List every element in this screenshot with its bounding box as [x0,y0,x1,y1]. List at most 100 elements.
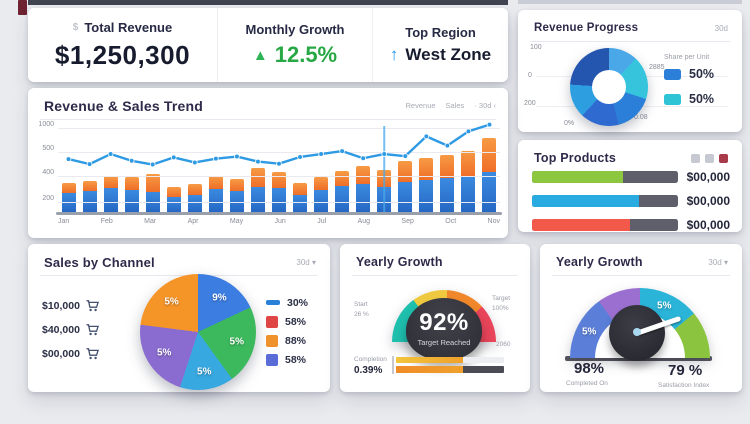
sales-segment [461,150,475,176]
channel-amount: $00,000 [42,342,99,366]
channel-amount: $40,000 [42,318,99,342]
stacked-bar [104,175,118,212]
kpi-value-row: ▲ 12.5% [253,42,337,68]
product-bar-fill [532,195,639,207]
completion-bar [396,357,504,363]
sales-segment [188,184,202,196]
range-selector[interactable]: · 30d ‹ [474,101,496,110]
revenue-segment [125,190,139,212]
legend-title: Share per Unit [664,54,710,61]
divider [530,41,730,42]
range-selector[interactable]: 30d [714,23,728,33]
series-legend-item: Sales [445,101,465,110]
completion-label: Completion [354,356,387,363]
product-row: $00,000 [532,194,730,208]
sales-segment [230,179,244,191]
kpi-value: 12.5% [274,42,338,67]
gauge-max-label: Target 100% [492,295,511,313]
bar-tick [392,356,394,374]
y-tick: 500 [42,145,54,152]
product-bar-fill [532,219,630,231]
stacked-bar [83,180,97,212]
product-value: $00,000 [686,194,730,208]
x-tick: Jun [274,218,286,225]
grid-icon[interactable] [691,153,700,163]
sales-segment [272,171,286,189]
x-tick: May [229,218,244,225]
legend-label: 50% [689,67,715,81]
product-bar-track [532,219,678,231]
kpi-label: Monthly Growth [245,22,345,37]
gauge-min-label: Start 26 % [354,301,369,319]
stacked-bar [146,174,160,212]
sales-segment [419,158,433,181]
pie-slice-label: 5% [156,347,172,359]
pin-icon[interactable] [719,153,728,163]
cart-icon [86,300,99,312]
range-selector[interactable]: 30d ▾ [296,257,316,267]
revenue-segment [188,195,202,212]
sales-segment [125,176,139,191]
trend-panel: Revenue & Sales Trend Revenue Sales · 30d … [28,88,508,238]
list-icon[interactable] [705,153,714,163]
gridline [58,176,500,177]
completion-bars [396,357,504,376]
range-selector[interactable]: 30d ▾ [708,257,728,267]
kpi-value-row: ↑ West Zone [390,45,491,65]
revenue-segment [440,178,454,212]
panel-header: Yearly Growth [340,244,530,272]
legend-swatch [266,315,278,328]
stacked-bar [125,176,139,212]
gauge-side-note: 2060 [496,341,511,348]
legend-item: 50% [664,67,714,81]
x-axis-line [56,212,502,215]
kpi-label-row: $ Total Revenue [73,20,172,35]
stacked-bar [356,165,370,212]
line-series [65,121,493,212]
stacked-bar [314,176,328,212]
revenue-segment [293,195,307,212]
kpi-value: West Zone [405,45,492,64]
tick-label: 0 [528,72,532,79]
pie-legend: 30% 58% 88% 58% [266,296,308,372]
product-bars: $00,000 $00,000 $00,000 [532,170,730,242]
up-triangle-icon: ▲ [252,46,268,64]
revenue-segment [314,190,328,212]
channel-amount-label: $40,000 [42,324,80,336]
panel-title: Top Products [534,151,617,165]
panel-title: Revenue & Sales Trend [44,98,204,114]
sales-segment [335,170,349,186]
revenue-segment [83,191,97,212]
cart-icon [86,324,99,336]
stacked-bar [167,186,181,212]
legend-swatch [266,353,278,366]
completion-bar-fill [396,357,463,363]
product-bar-fill [532,171,623,183]
combo-chart [58,121,500,212]
donut-hole [592,70,626,104]
y-tick: 200 [42,195,54,202]
legend-label: 58% [285,315,307,328]
revenue-segment [209,189,223,212]
divider [352,275,518,276]
up-arrow-icon: ↑ [389,45,399,64]
channel-amount-label: $10,000 [42,300,80,312]
stat-caption: Satisfaction Index [658,382,710,389]
x-tick: Nov [487,218,500,225]
kpi-card-row: $ Total Revenue $1,250,300 Monthly Growt… [28,8,508,82]
revenue-segment [146,191,160,212]
top-edge-dark-strip [28,0,508,5]
kpi-total-revenue: $ Total Revenue $1,250,300 [28,8,218,82]
stacked-bar [272,171,286,212]
gauge-pivot [633,328,641,336]
sales-segment [146,174,160,192]
panel-title: Yearly Growth [356,255,443,269]
gauge-value: 92% [419,309,469,336]
stacked-bar [293,183,307,212]
x-tick: Oct [445,218,457,225]
x-tick: Feb [100,218,113,225]
panel-title: Revenue Progress [534,22,639,34]
kpi-label: Total Revenue [84,19,173,35]
tick-label: 0.08 [634,114,648,121]
